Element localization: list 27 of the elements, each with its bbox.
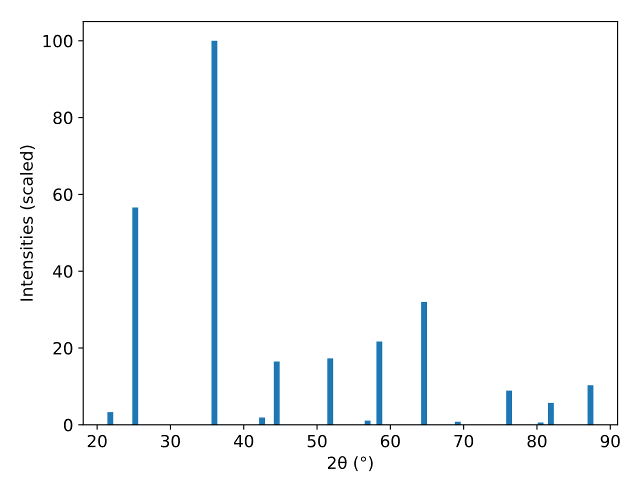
bar bbox=[274, 361, 280, 425]
y-tick-label: 100 bbox=[43, 34, 72, 48]
bar bbox=[132, 207, 138, 425]
y-tick-label: 40 bbox=[53, 265, 72, 278]
y-tick-label: 60 bbox=[53, 188, 72, 201]
bar bbox=[259, 418, 265, 425]
x-tick-label: 70 bbox=[454, 434, 474, 448]
bar bbox=[421, 302, 428, 425]
x-tick-label: 60 bbox=[380, 434, 400, 448]
x-tick-label: 20 bbox=[88, 434, 107, 448]
y-axis-title: Intensities (scaled) bbox=[20, 146, 35, 301]
x-tick-label: 90 bbox=[600, 434, 620, 448]
bar bbox=[506, 390, 512, 425]
bar bbox=[107, 412, 114, 425]
x-tick-label: 50 bbox=[308, 434, 327, 448]
y-tick-label: 20 bbox=[53, 342, 72, 355]
x-tick-label: 30 bbox=[161, 434, 180, 448]
bar bbox=[327, 358, 334, 425]
bar bbox=[588, 385, 594, 425]
y-tick-label: 0 bbox=[64, 418, 72, 432]
x-axis-title: 2θ (°) bbox=[328, 456, 373, 472]
bar bbox=[211, 40, 218, 425]
bar bbox=[548, 402, 554, 425]
y-tick-label: 80 bbox=[53, 112, 72, 124]
bar bbox=[376, 341, 382, 425]
x-tick-label: 80 bbox=[527, 434, 546, 448]
x-tick-label: 40 bbox=[234, 434, 254, 448]
